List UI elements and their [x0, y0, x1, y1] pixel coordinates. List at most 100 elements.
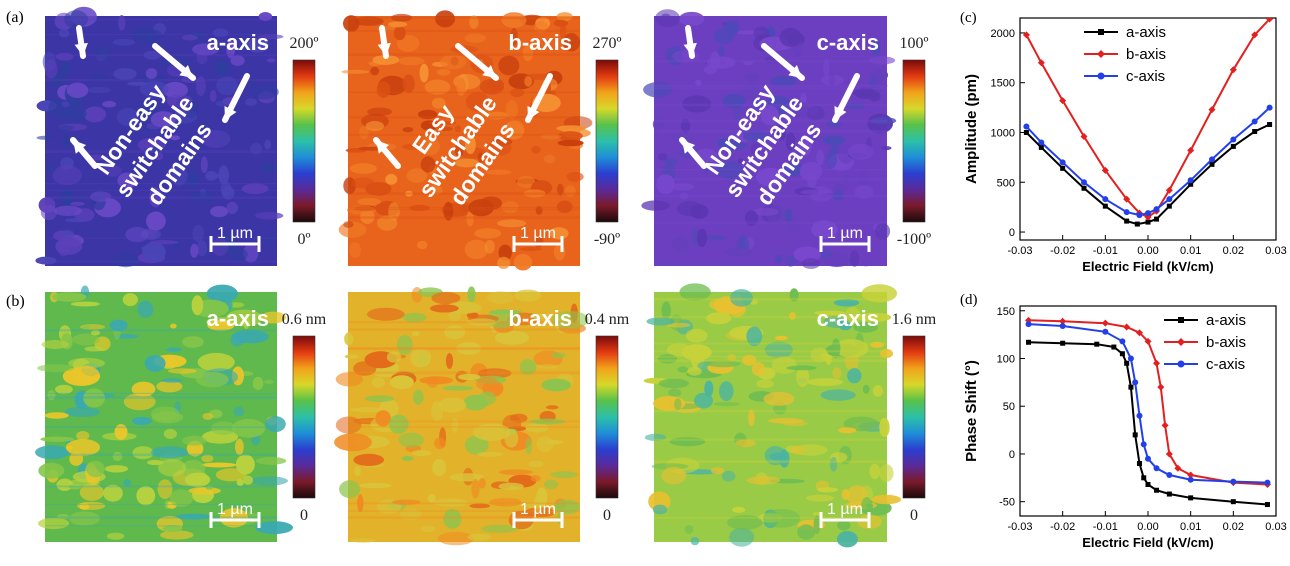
- data-point: [1141, 475, 1147, 481]
- panel-label-d: (d): [960, 292, 978, 308]
- data-point: [1038, 139, 1045, 146]
- data-point: [1022, 31, 1030, 39]
- map-texture: [40, 204, 58, 221]
- topo-map-a-axis: a-axis 1 µm 0.6 nm 0: [35, 284, 327, 542]
- map-texture: [83, 388, 105, 408]
- data-point: [1229, 66, 1237, 74]
- map-texture: [694, 392, 713, 409]
- map-texture: [86, 460, 105, 478]
- map-texture: [710, 467, 725, 475]
- data-point: [1023, 129, 1029, 135]
- arrow-head: [788, 65, 802, 78]
- map-texture: [341, 69, 370, 74]
- map-texture: [245, 37, 269, 53]
- data-point: [1187, 471, 1195, 479]
- map-texture: [40, 436, 75, 442]
- legend-label: a-axis: [1126, 24, 1166, 41]
- map-texture: [753, 159, 764, 168]
- map-scan-line: [654, 169, 887, 171]
- map-texture: [365, 182, 392, 196]
- map-texture: [413, 389, 424, 405]
- map-texture: [466, 211, 474, 227]
- map-scan-line: [654, 84, 887, 88]
- map-texture: [484, 239, 495, 254]
- map-texture: [65, 218, 87, 223]
- map-texture: [666, 322, 691, 328]
- map-texture: [132, 417, 152, 425]
- map-texture: [505, 100, 518, 120]
- map-scan-line: [45, 150, 277, 153]
- map-texture: [813, 515, 821, 534]
- map-texture: [566, 171, 584, 182]
- map-texture: [746, 476, 781, 485]
- map-texture: [143, 50, 162, 60]
- map-texture: [372, 54, 400, 65]
- map-texture: [166, 94, 193, 108]
- data-point: [1187, 177, 1194, 184]
- map-scan-line: [348, 206, 580, 208]
- map-texture: [37, 364, 75, 373]
- y-axis-label: Amplitude (pm): [963, 74, 980, 184]
- map-texture: [102, 100, 116, 108]
- map-texture: [717, 138, 731, 147]
- map-texture: [406, 168, 428, 183]
- map-scan-line: [348, 347, 580, 351]
- map-texture: [112, 451, 123, 462]
- map-scan-line: [45, 525, 277, 527]
- data-point: [1166, 203, 1172, 209]
- x-tick-label: 0.01: [1180, 521, 1201, 533]
- legend-marker: [1097, 72, 1105, 80]
- map-texture: [349, 407, 388, 413]
- y-tick-label: 100: [997, 354, 1015, 366]
- map-texture: [843, 416, 879, 432]
- map-texture: [53, 205, 83, 216]
- data-point: [1209, 161, 1215, 167]
- data-point: [1060, 165, 1066, 171]
- map-texture: [497, 256, 511, 269]
- map-texture: [212, 28, 229, 37]
- colorbar-min-label: -100º: [897, 231, 931, 248]
- map-texture: [706, 312, 732, 325]
- data-point: [1166, 196, 1173, 203]
- map-texture: [517, 175, 536, 188]
- map-texture: [525, 502, 544, 509]
- map-texture: [842, 171, 850, 182]
- map-scan-line: [348, 347, 580, 350]
- map-texture: [553, 499, 580, 515]
- map-texture: [557, 131, 583, 141]
- map-texture: [724, 20, 740, 35]
- map-texture: [671, 237, 688, 250]
- map-texture: [870, 341, 885, 348]
- map-texture: [444, 325, 466, 340]
- map-texture: [472, 423, 511, 441]
- map-texture: [112, 38, 136, 46]
- map-texture: [557, 183, 564, 196]
- map-texture: [343, 221, 354, 228]
- map-texture: [799, 161, 823, 181]
- map-texture: [169, 489, 193, 507]
- map-texture: [456, 342, 482, 355]
- map-texture: [109, 319, 128, 332]
- map-texture: [353, 453, 385, 466]
- map-texture: [432, 458, 447, 477]
- map-texture: [870, 117, 897, 125]
- y-tick-label: 0: [1009, 227, 1015, 239]
- map-texture: [390, 13, 413, 22]
- data-point: [1161, 421, 1169, 429]
- map-texture: [837, 520, 851, 531]
- map-texture: [35, 445, 70, 460]
- x-tick-label: -0.03: [1007, 245, 1032, 257]
- map-texture: [393, 25, 406, 41]
- map-texture: [249, 78, 257, 86]
- map-texture: [72, 333, 100, 346]
- colorbar: [595, 59, 619, 223]
- map-texture: [454, 125, 462, 133]
- map-texture: [743, 72, 760, 82]
- map-scan-line: [45, 329, 277, 332]
- map-texture: [810, 347, 829, 363]
- map-texture: [65, 439, 101, 456]
- map-texture: [741, 82, 761, 100]
- map-texture: [657, 354, 678, 364]
- map-texture: [82, 325, 90, 330]
- map-texture: [719, 381, 734, 402]
